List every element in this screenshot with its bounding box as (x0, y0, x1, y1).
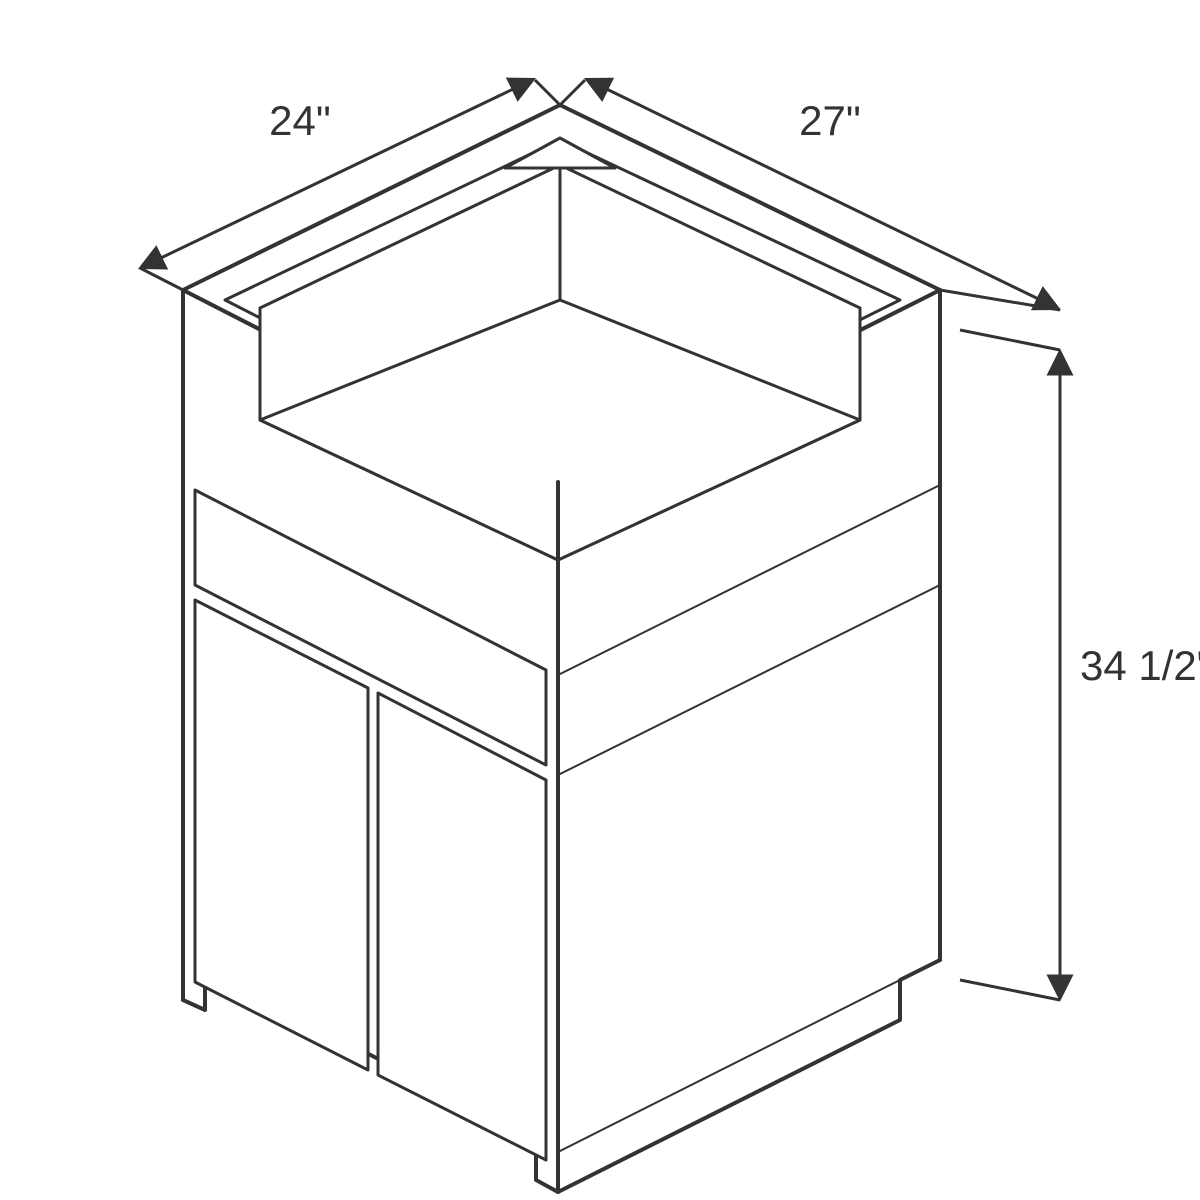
dimension-width-label: 27" (799, 97, 861, 144)
dimension-depth-label: 24" (269, 97, 331, 144)
dimension-height-label: 34 1/2" (1080, 642, 1200, 689)
cabinet-body (183, 105, 940, 1192)
cabinet-diagram: 24" 27" 34 1/2" (0, 0, 1200, 1200)
dimension-height (960, 330, 1060, 1000)
